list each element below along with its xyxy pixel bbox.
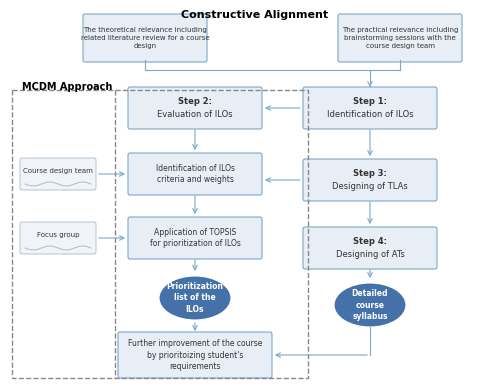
Text: Step 3:: Step 3: bbox=[353, 169, 387, 178]
Text: Step 1:: Step 1: bbox=[353, 97, 387, 106]
Text: Designing of TLAs: Designing of TLAs bbox=[332, 182, 408, 191]
Text: Detailed
course
syllabus: Detailed course syllabus bbox=[352, 289, 388, 321]
Text: The practical relevance including
brainstorming sessions with the
course design : The practical relevance including brains… bbox=[342, 27, 458, 49]
Text: Constructive Alignment: Constructive Alignment bbox=[182, 10, 328, 20]
Text: Designing of ATs: Designing of ATs bbox=[336, 250, 404, 259]
Text: Step 2:: Step 2: bbox=[178, 97, 212, 106]
Text: Application of TOPSIS
for prioritization of ILOs: Application of TOPSIS for prioritization… bbox=[150, 228, 240, 249]
Text: The theoretical relevance including
related literature review for a course
desig: The theoretical relevance including rela… bbox=[80, 27, 210, 49]
Text: Course design team: Course design team bbox=[23, 168, 93, 174]
FancyBboxPatch shape bbox=[128, 153, 262, 195]
FancyBboxPatch shape bbox=[20, 222, 96, 254]
Bar bbox=[12, 90, 308, 378]
FancyBboxPatch shape bbox=[303, 87, 437, 129]
FancyBboxPatch shape bbox=[128, 217, 262, 259]
Text: Further improvement of the course
by prioritoizing student's
requirements: Further improvement of the course by pri… bbox=[128, 339, 262, 371]
FancyBboxPatch shape bbox=[303, 227, 437, 269]
Text: Prioritization
list of the
ILOs: Prioritization list of the ILOs bbox=[166, 282, 224, 314]
Text: Identification of ILOs
criteria and weights: Identification of ILOs criteria and weig… bbox=[156, 164, 234, 184]
Text: Identification of ILOs: Identification of ILOs bbox=[326, 110, 414, 119]
FancyBboxPatch shape bbox=[128, 87, 262, 129]
Text: Evaluation of ILOs: Evaluation of ILOs bbox=[157, 110, 233, 119]
FancyBboxPatch shape bbox=[338, 14, 462, 62]
FancyBboxPatch shape bbox=[303, 159, 437, 201]
Text: Focus group: Focus group bbox=[37, 232, 79, 238]
Text: MCDM Approach: MCDM Approach bbox=[22, 82, 112, 92]
FancyBboxPatch shape bbox=[118, 332, 272, 378]
Ellipse shape bbox=[334, 283, 406, 327]
Text: Step 4:: Step 4: bbox=[353, 237, 387, 246]
FancyBboxPatch shape bbox=[20, 158, 96, 190]
FancyBboxPatch shape bbox=[83, 14, 207, 62]
Ellipse shape bbox=[159, 276, 231, 320]
